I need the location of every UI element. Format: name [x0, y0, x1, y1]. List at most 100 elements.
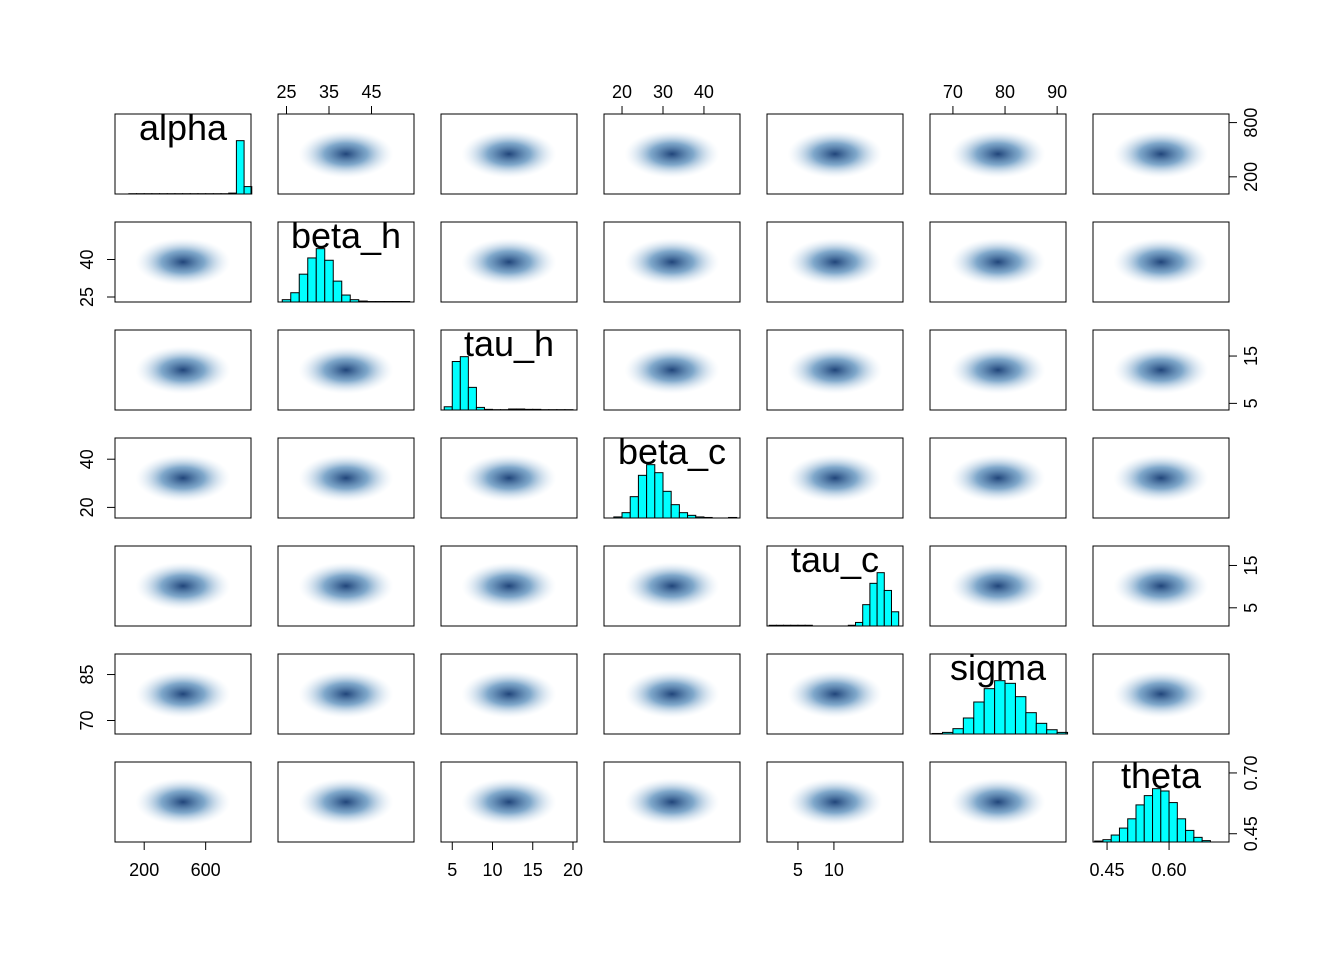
density-cloud: [950, 562, 1045, 610]
histogram-bar: [1047, 730, 1057, 734]
density-cloud: [461, 562, 556, 610]
histogram-bar: [984, 689, 994, 734]
histogram-bar: [1119, 828, 1127, 842]
histogram-bar: [647, 465, 655, 518]
density-cloud: [298, 670, 393, 718]
x-tick-label: 0.45: [1090, 860, 1125, 880]
histogram-bar: [953, 729, 963, 734]
density-cloud: [461, 670, 556, 718]
histogram-bar: [1005, 683, 1015, 734]
histogram-bar: [671, 505, 679, 518]
density-cloud: [950, 346, 1045, 394]
histogram-bar: [1153, 789, 1161, 842]
y-tick-label: 70: [77, 710, 97, 730]
histogram-bar: [1015, 697, 1025, 734]
histogram-bar: [963, 718, 973, 734]
variable-label: tau_h: [464, 323, 554, 364]
density-cloud: [135, 562, 230, 610]
density-cloud: [461, 130, 556, 178]
y-tick-label: 200: [1241, 162, 1261, 192]
x-tick-label: 35: [319, 82, 339, 102]
density-cloud: [135, 454, 230, 502]
density-cloud: [1113, 454, 1208, 502]
density-cloud: [950, 778, 1045, 826]
histogram-bar: [884, 590, 891, 626]
density-cloud: [298, 562, 393, 610]
x-tick-label: 45: [361, 82, 381, 102]
histogram-bar: [1136, 805, 1144, 842]
histogram-bar: [1111, 835, 1119, 842]
histogram-bar: [891, 612, 898, 626]
histogram-bar: [1186, 830, 1194, 842]
histogram-bar: [1036, 723, 1046, 734]
density-cloud: [1113, 130, 1208, 178]
density-cloud: [624, 778, 719, 826]
x-tick-label: 10: [824, 860, 844, 880]
density-cloud: [298, 346, 393, 394]
histogram-bar: [877, 573, 884, 626]
variable-label: beta_h: [291, 215, 401, 256]
density-cloud: [298, 778, 393, 826]
histogram-bar: [291, 293, 300, 302]
density-cloud: [787, 346, 882, 394]
x-tick-label: 20: [563, 860, 583, 880]
y-tick-label: 15: [1241, 555, 1261, 575]
variable-label: alpha: [139, 107, 228, 148]
density-cloud: [135, 238, 230, 286]
density-cloud: [787, 778, 882, 826]
histogram-bar: [452, 362, 460, 410]
y-tick-label: 40: [77, 449, 97, 469]
x-tick-label: 90: [1047, 82, 1067, 102]
histogram-bar: [333, 281, 342, 302]
density-cloud: [950, 454, 1045, 502]
histogram-bar: [863, 605, 870, 626]
variable-label: beta_c: [618, 431, 726, 472]
histogram-bar: [308, 258, 317, 302]
histogram-bar: [236, 141, 244, 194]
histogram-bar: [1128, 819, 1136, 842]
density-cloud: [298, 130, 393, 178]
density-cloud: [135, 346, 230, 394]
histogram-bar: [622, 513, 630, 518]
x-tick-label: 5: [793, 860, 803, 880]
x-tick-label: 30: [653, 82, 673, 102]
histogram-bar: [679, 513, 687, 518]
histogram-bar: [299, 274, 308, 302]
histogram-bar: [974, 702, 984, 734]
density-cloud: [950, 238, 1045, 286]
histogram-bar: [1144, 796, 1152, 842]
histogram-bar: [342, 295, 351, 302]
y-tick-label: 0.45: [1241, 816, 1261, 851]
density-cloud: [624, 670, 719, 718]
histogram-bar: [663, 491, 671, 518]
density-cloud: [461, 778, 556, 826]
histogram-bar: [995, 681, 1005, 734]
histogram-bar: [1177, 819, 1185, 842]
x-tick-label: 200: [129, 860, 159, 880]
density-cloud: [461, 238, 556, 286]
density-cloud: [950, 130, 1045, 178]
density-cloud: [1113, 670, 1208, 718]
histogram-bar: [316, 249, 325, 302]
y-tick-label: 20: [77, 497, 97, 517]
y-tick-label: 800: [1241, 108, 1261, 138]
density-cloud: [624, 346, 719, 394]
histogram-bar: [460, 357, 468, 410]
variable-label: theta: [1121, 755, 1202, 796]
x-tick-label: 10: [482, 860, 502, 880]
x-tick-label: 0.60: [1152, 860, 1187, 880]
density-cloud: [787, 454, 882, 502]
density-cloud: [298, 454, 393, 502]
x-tick-label: 70: [943, 82, 963, 102]
density-cloud: [1113, 346, 1208, 394]
histogram-bar: [325, 260, 334, 302]
density-cloud: [787, 670, 882, 718]
histogram-bar: [1194, 837, 1202, 842]
density-cloud: [787, 130, 882, 178]
x-tick-label: 600: [191, 860, 221, 880]
density-cloud: [624, 130, 719, 178]
x-tick-label: 20: [612, 82, 632, 102]
histogram-bar: [1161, 791, 1169, 842]
y-tick-label: 25: [77, 287, 97, 307]
